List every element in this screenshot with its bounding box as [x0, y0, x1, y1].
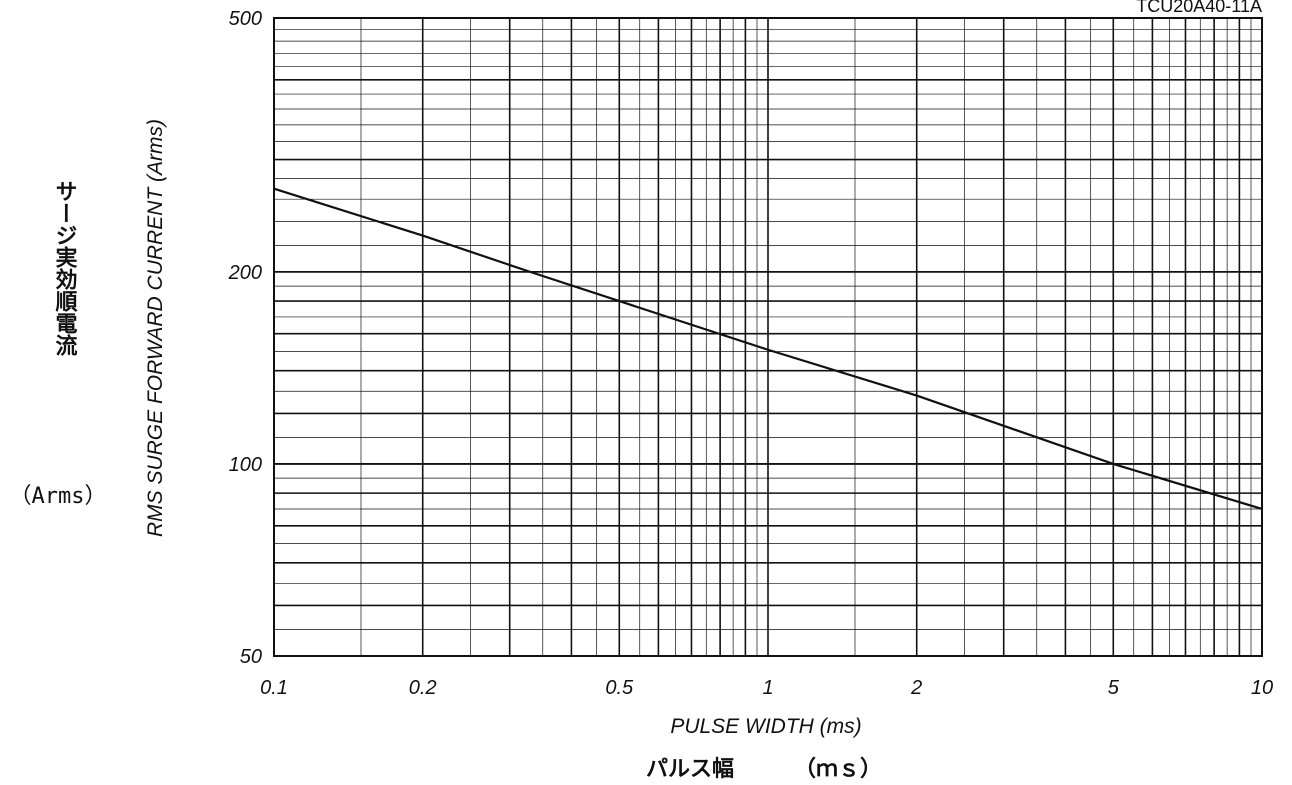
x-tick-label: 0.2: [409, 677, 437, 699]
x-axis-label: PULSE WIDTH (ms): [670, 715, 861, 738]
y-axis-label: RMS SURGE FORWARD CURRENT (Arms): [144, 119, 167, 537]
model-label: TCU20A40-11A: [1136, 0, 1262, 16]
plot-frame: [273, 17, 1263, 657]
x-tick-label: 5: [1108, 677, 1120, 699]
series-layer: [273, 187, 1263, 511]
grid-major: [274, 18, 1262, 656]
x-tick-label: 1: [762, 677, 773, 699]
y-tick-labels: 50 100 200 500: [228, 8, 262, 668]
x-tick-label: 0.5: [605, 677, 634, 699]
x-axis-unit: （ｍｓ）: [794, 757, 882, 782]
x-axis-label-jp: パルス幅: [646, 757, 734, 782]
y-tick-label: 200: [228, 262, 262, 284]
y-tick-label: 500: [229, 8, 262, 30]
y-tick-label: 50: [240, 646, 262, 668]
x-tick-labels: 0.1 0.2 0.5 1 2 5 10: [260, 677, 1273, 699]
x-tick-label: 0.1: [260, 677, 288, 699]
y-tick-label: 100: [229, 454, 262, 476]
x-tick-label: 2: [910, 677, 922, 699]
x-tick-label: 10: [1251, 677, 1273, 699]
y-axis-label-jp: サージ実効順電流: [52, 180, 78, 356]
y-axis-unit: （Arms）: [10, 484, 107, 509]
series-line-0: [273, 187, 1263, 511]
